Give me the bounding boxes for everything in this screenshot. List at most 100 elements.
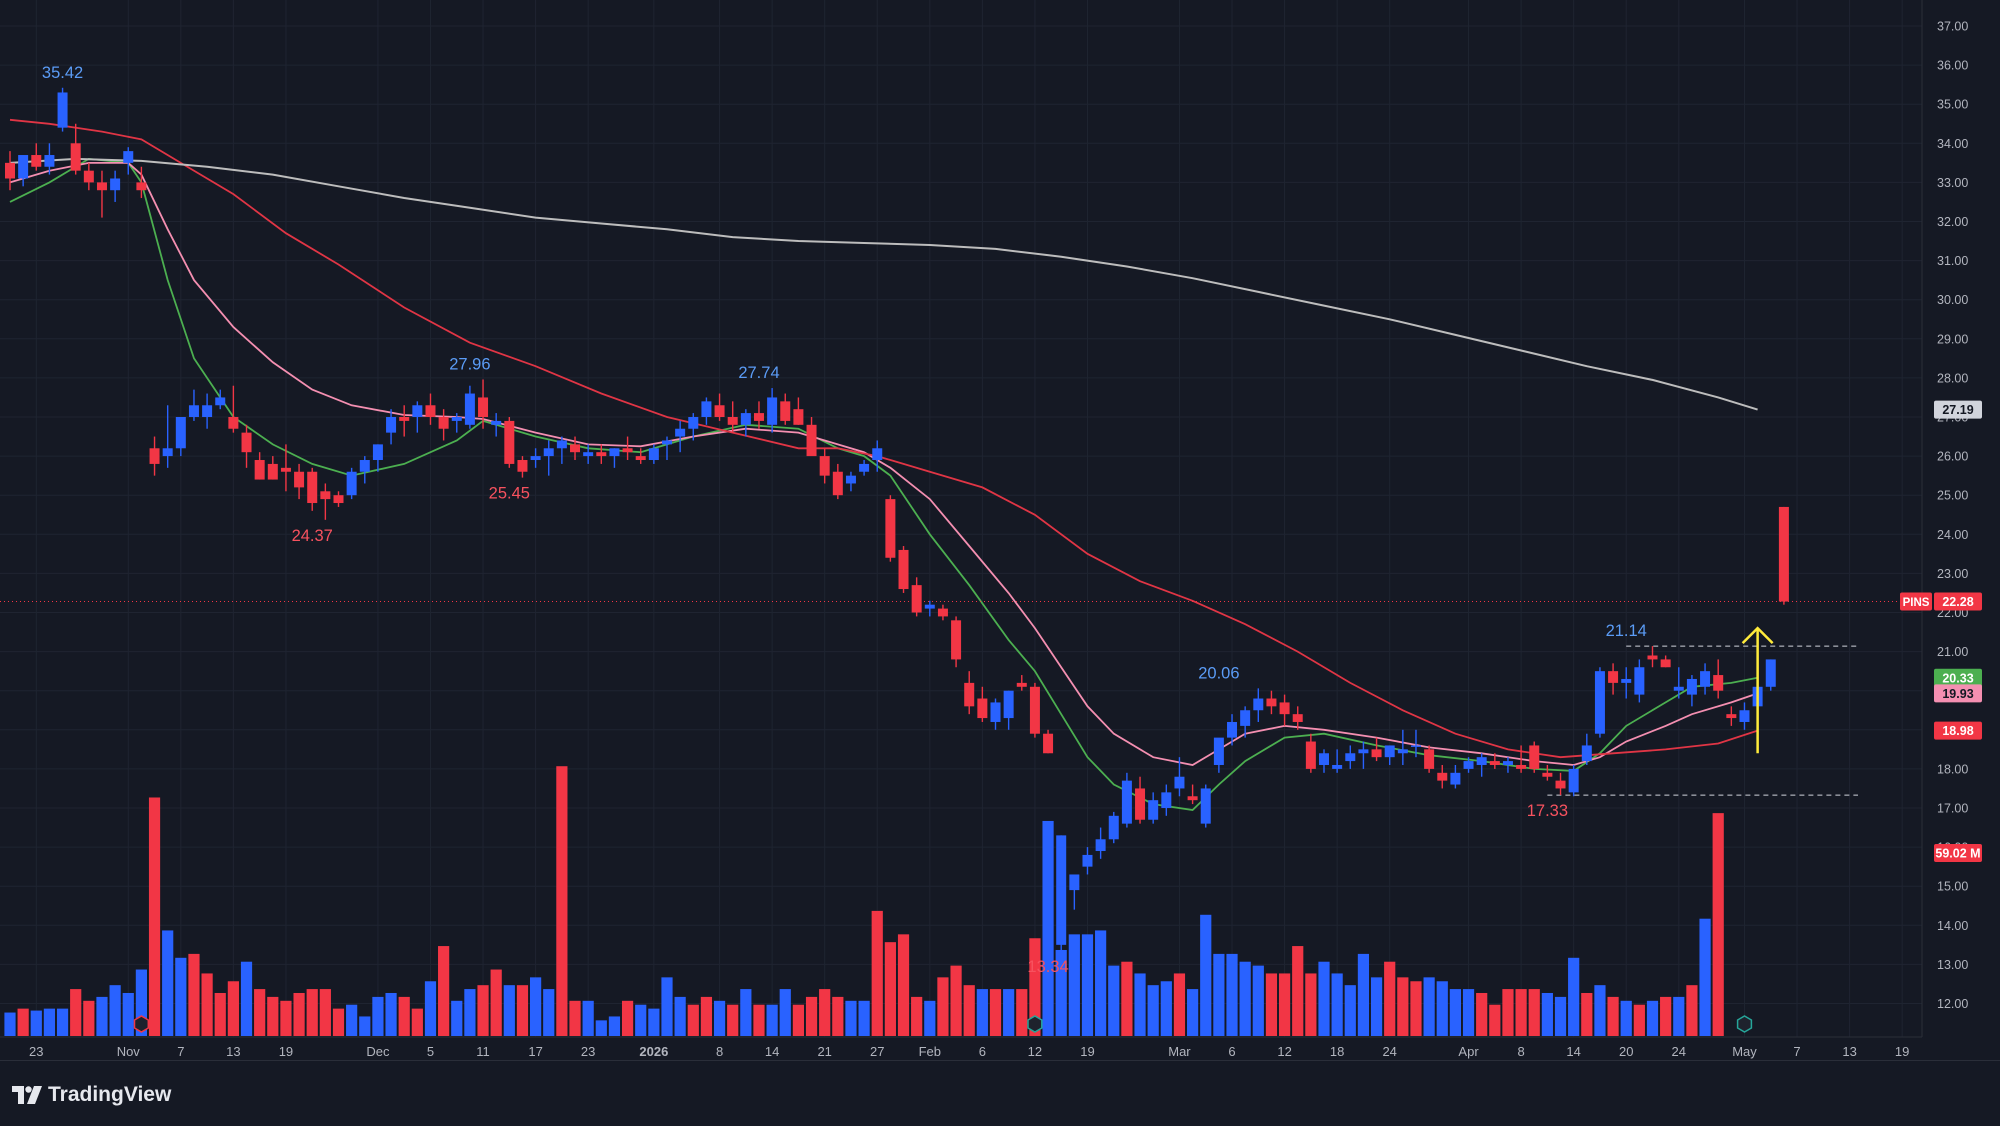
candle[interactable] <box>83 162 94 191</box>
candle[interactable] <box>530 448 541 468</box>
candle[interactable] <box>188 389 199 421</box>
candle[interactable] <box>1778 506 1789 605</box>
candle[interactable] <box>859 460 870 476</box>
chart-canvas[interactable]: 35.42 24.37 27.96 25.45 27.74 13.34 20.06 17.33… <box>0 0 2000 1060</box>
candle[interactable] <box>1739 702 1750 730</box>
candle[interactable] <box>517 456 528 478</box>
candle[interactable] <box>1437 764 1448 789</box>
candle[interactable] <box>1608 663 1619 695</box>
candle[interactable] <box>57 87 68 132</box>
candle[interactable] <box>1213 737 1224 773</box>
candle[interactable] <box>438 409 449 441</box>
candle[interactable] <box>1227 714 1238 746</box>
candle[interactable] <box>688 413 699 441</box>
candle[interactable] <box>1489 753 1500 769</box>
candle[interactable] <box>1765 659 1776 691</box>
candle[interactable] <box>70 123 81 175</box>
candle[interactable] <box>1174 757 1185 797</box>
candle[interactable] <box>1424 745 1435 773</box>
candle[interactable] <box>609 448 620 468</box>
candle[interactable] <box>727 401 738 433</box>
candle[interactable] <box>464 385 475 429</box>
candle[interactable] <box>372 444 383 472</box>
candle[interactable] <box>1253 688 1264 722</box>
candle[interactable] <box>1660 655 1671 668</box>
candle[interactable] <box>1450 764 1461 789</box>
candle[interactable] <box>1292 706 1303 730</box>
candle[interactable] <box>1003 690 1014 730</box>
candle[interactable] <box>924 600 935 617</box>
candle[interactable] <box>806 417 817 457</box>
candle[interactable] <box>780 393 791 425</box>
candle[interactable] <box>123 147 134 175</box>
candle[interactable] <box>215 389 226 410</box>
candle[interactable] <box>162 405 173 468</box>
candle[interactable] <box>267 456 278 480</box>
candle[interactable] <box>1397 729 1408 765</box>
candle[interactable] <box>1581 733 1592 765</box>
candle[interactable] <box>504 417 515 468</box>
candle[interactable] <box>149 436 160 476</box>
candle[interactable] <box>320 483 331 520</box>
candle[interactable] <box>1594 667 1605 738</box>
candle[interactable] <box>872 440 883 472</box>
candle[interactable] <box>1529 741 1540 773</box>
candle[interactable] <box>1384 745 1395 765</box>
candle[interactable] <box>622 436 633 461</box>
candle[interactable] <box>1516 745 1527 773</box>
candle[interactable] <box>96 170 107 218</box>
candle[interactable] <box>1279 694 1290 726</box>
candle[interactable] <box>399 405 410 437</box>
candle[interactable] <box>386 409 397 445</box>
candle[interactable] <box>1634 659 1645 703</box>
candle[interactable] <box>1082 847 1093 875</box>
candle[interactable] <box>570 436 581 461</box>
candle[interactable] <box>228 385 239 433</box>
candle[interactable] <box>1016 675 1027 691</box>
earnings-icon[interactable] <box>1736 1015 1753 1033</box>
candle[interactable] <box>451 413 462 433</box>
candle[interactable] <box>1029 682 1040 738</box>
candle[interactable] <box>254 452 265 480</box>
candle[interactable] <box>1358 741 1369 769</box>
candle[interactable] <box>583 444 594 464</box>
candle[interactable] <box>767 388 778 433</box>
candle[interactable] <box>491 413 502 437</box>
tradingview-brand[interactable]: TradingView <box>12 1081 171 1109</box>
candle[interactable] <box>556 436 567 464</box>
candle[interactable] <box>753 401 764 429</box>
candle[interactable] <box>1555 772 1566 796</box>
candle[interactable] <box>990 698 1001 730</box>
candle[interactable] <box>5 151 15 191</box>
candle[interactable] <box>1056 835 1067 952</box>
candle[interactable] <box>911 577 922 617</box>
candle[interactable] <box>1410 729 1421 758</box>
candle[interactable] <box>1161 784 1172 816</box>
candle[interactable] <box>1713 659 1724 699</box>
candle[interactable] <box>898 546 909 593</box>
candle[interactable] <box>425 393 436 425</box>
candle[interactable] <box>110 170 121 202</box>
candle[interactable] <box>1200 784 1211 828</box>
candle[interactable] <box>31 143 42 171</box>
candle[interactable] <box>1135 776 1146 824</box>
candle[interactable] <box>1121 772 1132 828</box>
candle[interactable] <box>1726 706 1737 726</box>
candle[interactable] <box>1345 745 1356 769</box>
earnings-icon[interactable] <box>133 1015 150 1033</box>
candle[interactable] <box>1187 784 1198 805</box>
candle[interactable] <box>241 424 252 468</box>
candle[interactable] <box>662 436 672 461</box>
candle[interactable] <box>885 495 896 562</box>
candle[interactable] <box>832 463 843 500</box>
candle[interactable] <box>1069 874 1080 910</box>
candle[interactable] <box>333 491 344 507</box>
candle[interactable] <box>478 379 489 429</box>
candle[interactable] <box>740 409 751 437</box>
candle[interactable] <box>136 166 147 199</box>
candle[interactable] <box>412 401 423 433</box>
candle[interactable] <box>202 393 213 429</box>
candle[interactable] <box>596 444 607 464</box>
candle[interactable] <box>845 471 856 492</box>
